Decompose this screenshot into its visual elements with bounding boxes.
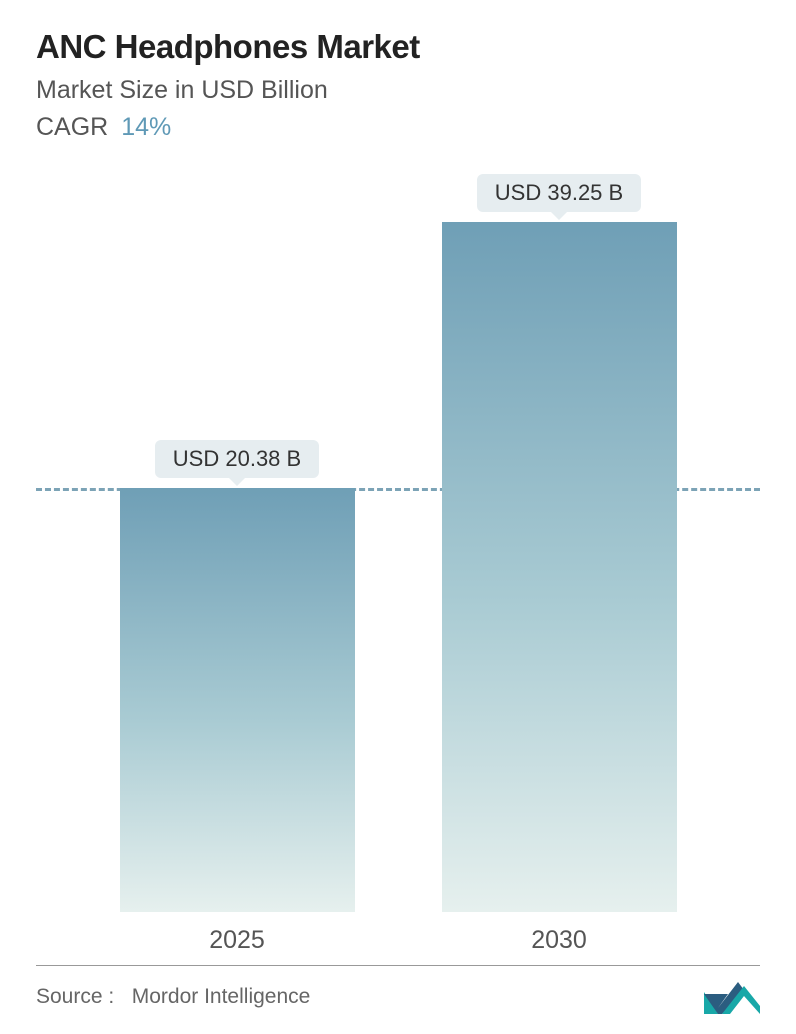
bar-2030 [442, 222, 677, 912]
bars-container: USD 20.38 B USD 39.25 B [36, 172, 760, 912]
bar-2025 [120, 488, 355, 912]
x-label-2025: 2025 [120, 926, 355, 955]
value-badge-2025: USD 20.38 B [155, 440, 319, 478]
footer: Source : Mordor Intelligence [36, 965, 760, 1014]
brand-logo-icon [704, 980, 760, 1014]
cagr-label: CAGR [36, 113, 108, 141]
value-badge-2030: USD 39.25 B [477, 174, 641, 212]
bar-group-2030: USD 39.25 B [442, 174, 677, 912]
x-label-2030: 2030 [442, 926, 677, 955]
chart-area: USD 20.38 B USD 39.25 B [36, 172, 760, 912]
source-text: Source : Mordor Intelligence [36, 985, 310, 1009]
cagr-value: 14% [121, 113, 171, 141]
page-root: ANC Headphones Market Market Size in USD… [0, 0, 796, 1034]
bar-group-2025: USD 20.38 B [120, 440, 355, 912]
chart-subtitle: Market Size in USD Billion [36, 76, 760, 105]
source-name: Mordor Intelligence [132, 985, 311, 1008]
chart-title: ANC Headphones Market [36, 28, 760, 66]
cagr-line: CAGR 14% [36, 113, 760, 142]
source-label: Source : [36, 985, 114, 1008]
x-axis: 2025 2030 [36, 912, 760, 955]
